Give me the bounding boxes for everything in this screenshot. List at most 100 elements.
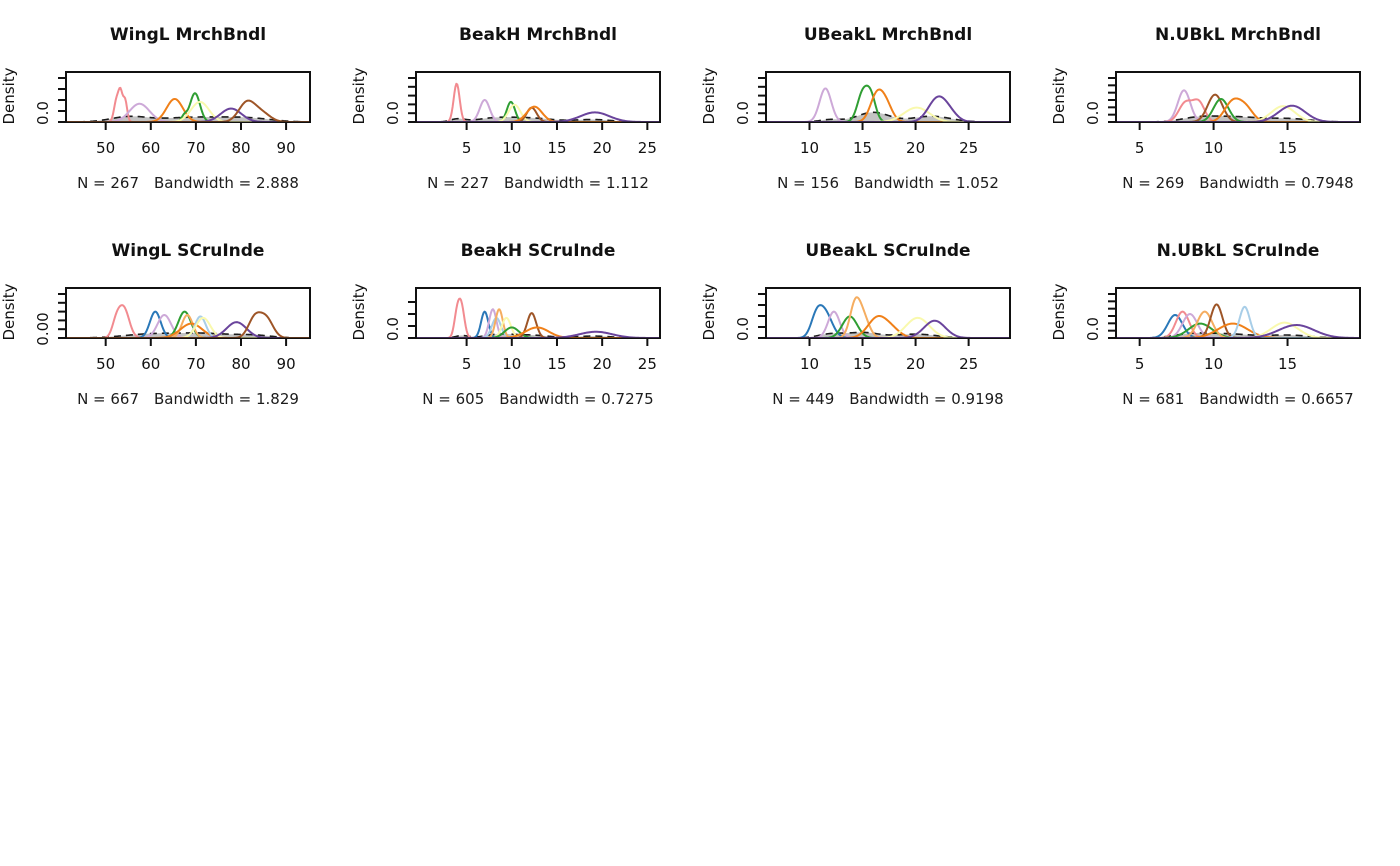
stats-label: N = 667 Bandwidth = 1.829 [77, 390, 299, 408]
y-axis-label: Density [1050, 283, 1068, 340]
density-curve-sienna [67, 311, 309, 338]
x-tick-label: 50 [96, 355, 115, 373]
plot-title: UBeakL MrchBndl [804, 25, 972, 45]
curves-group [767, 296, 1009, 338]
x-tick-label: 90 [277, 355, 296, 373]
density-curve-steelblue [1117, 313, 1359, 338]
density-curve-paleyellow [1117, 321, 1359, 338]
density-curve-paleyellow [767, 106, 1009, 122]
x-tick-label: 15 [853, 355, 872, 373]
plot-title: WingL SCruInde [112, 241, 265, 261]
plot-title: BeakH SCruInde [461, 241, 616, 261]
density-plot-beakh-scruinde: BeakH SCruInde Density 0.0 5 10 15 20 25 N = 605… [350, 222, 700, 438]
x-tick-label: 10 [800, 139, 819, 157]
plot-title: WingL MrchBndl [110, 25, 266, 45]
density-curve-sienna [417, 312, 659, 338]
density-curve-sienna [417, 106, 659, 122]
density-curve-purple [417, 330, 659, 338]
y-axis-label: Density [700, 283, 718, 340]
x-tick-label: 20 [593, 139, 612, 157]
plot-title: N.UBkL SCruInde [1157, 241, 1320, 261]
y-tick-label: 0.0 [734, 317, 752, 341]
density-curve-sandybrown [767, 296, 1009, 338]
x-tick-label: 5 [1135, 139, 1145, 157]
density-plot-ubeakl-mrchbndl: UBeakL MrchBndl Density 0.0 10 15 20 25 N = 156… [700, 6, 1050, 222]
x-tick-label: 5 [462, 355, 472, 373]
density-curve-darkorange [1117, 97, 1359, 122]
density-curve-lightblue [1117, 305, 1359, 338]
x-tick-label: 10 [800, 355, 819, 373]
plot-title: N.UBkL MrchBndl [1155, 25, 1321, 45]
plot-box [65, 71, 311, 123]
x-tick-label: 90 [277, 139, 296, 157]
stats-label: N = 681 Bandwidth = 0.6657 [1122, 390, 1353, 408]
plot-box [1115, 71, 1361, 123]
plot-svg: WingL SCruInde Density 0.00 50 60 70 80 90 N = 6… [0, 241, 311, 408]
y-tick-label: 0.0 [1084, 101, 1102, 125]
plot-svg: UBeakL MrchBndl Density 0.0 10 15 20 25 N = 156… [700, 25, 1011, 192]
curves-group [417, 82, 659, 122]
x-tick-label: 15 [547, 139, 566, 157]
x-tick-label: 60 [141, 355, 160, 373]
plot-box [65, 287, 311, 339]
overall-density-dashed-line [417, 333, 659, 338]
x-tick-label: 10 [1204, 139, 1223, 157]
x-tick-label: 70 [186, 355, 205, 373]
density-curve-darkorange [767, 315, 1009, 338]
density-curve-steelblue [767, 304, 1009, 338]
x-tick-label: 50 [96, 139, 115, 157]
plot-title: UBeakL SCruInde [805, 241, 970, 261]
x-tick-label: 15 [853, 139, 872, 157]
y-tick-label: 0.0 [34, 101, 52, 125]
stats-label: N = 267 Bandwidth = 2.888 [77, 174, 299, 192]
curves-group [67, 304, 309, 338]
plot-box [765, 287, 1011, 339]
density-curve-purple [1117, 324, 1359, 338]
x-tick-label: 25 [959, 355, 978, 373]
stats-label: N = 269 Bandwidth = 0.7948 [1122, 174, 1353, 192]
x-tick-label: 15 [1278, 139, 1297, 157]
plot-box [1115, 287, 1361, 339]
density-plot-ubeakl-scruinde: UBeakL SCruInde Density 0.0 10 15 20 25 N = 449… [700, 222, 1050, 438]
density-curve-purple [417, 111, 659, 122]
x-tick-label: 25 [638, 139, 657, 157]
x-tick-label: 20 [593, 355, 612, 373]
density-curve-salmon [67, 304, 309, 338]
density-curve-paleyellow [67, 316, 309, 338]
x-tick-label: 15 [547, 355, 566, 373]
x-tick-label: 25 [638, 355, 657, 373]
density-plot-wingl-scruinde: WingL SCruInde Density 0.00 50 60 70 80 90 N = 6… [0, 222, 350, 438]
curves-group [1117, 303, 1359, 338]
density-curve-darkorange [67, 322, 309, 338]
x-tick-label: 10 [502, 139, 521, 157]
stats-label: N = 156 Bandwidth = 1.052 [777, 174, 999, 192]
plot-title: BeakH MrchBndl [459, 25, 617, 45]
x-tick-label: 10 [502, 355, 521, 373]
stats-label: N = 449 Bandwidth = 0.9198 [772, 390, 1003, 408]
y-axis-label: Density [0, 283, 18, 340]
plot-box [415, 71, 661, 123]
density-curve-salmon [417, 297, 659, 338]
plot-svg: UBeakL SCruInde Density 0.0 10 15 20 25 N = 449… [700, 241, 1011, 408]
x-tick-label: 20 [906, 355, 925, 373]
density-curve-sienna [67, 99, 309, 122]
plot-svg: BeakH MrchBndl Density 0.0 5 10 15 20 25 N = 227… [350, 25, 661, 192]
x-tick-label: 15 [1278, 355, 1297, 373]
y-tick-label: 0.0 [384, 101, 402, 125]
density-plot-wingl-mrchbndl: WingL MrchBndl Density 0.0 50 60 70 80 90 N = 26… [0, 6, 350, 222]
density-curve-darkorange [767, 88, 1009, 122]
density-curve-green [67, 92, 309, 122]
density-curve-darkorange [417, 326, 659, 338]
density-plot-n-ubkl-mrchbndl: N.UBkL MrchBndl Density 0.0 5 10 15 N = 269 Ba… [1050, 6, 1400, 222]
x-tick-label: 80 [231, 139, 250, 157]
plot-svg: N.UBkL MrchBndl Density 0.0 5 10 15 N = 269 Ba… [1050, 25, 1361, 192]
density-curve-sandybrown [67, 313, 309, 338]
y-tick-label: 0.0 [734, 101, 752, 125]
density-curve-thistle [767, 310, 1009, 338]
y-axis-label: Density [0, 67, 18, 124]
y-axis-label: Density [350, 67, 368, 124]
x-tick-label: 80 [231, 355, 250, 373]
x-tick-label: 5 [462, 139, 472, 157]
x-tick-label: 60 [141, 139, 160, 157]
